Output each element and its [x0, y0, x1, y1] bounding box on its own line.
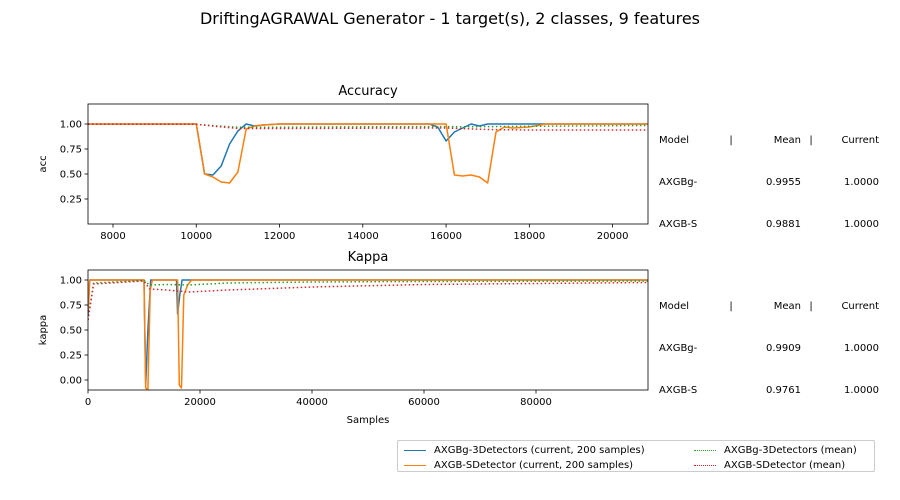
y-tick-label: 0.25	[60, 351, 82, 362]
x-tick-label: 18000	[513, 231, 545, 242]
y-tick-label: 0.25	[60, 195, 82, 206]
x-tick-label: 20000	[597, 231, 629, 242]
series-line-axgbg_mean	[88, 123, 648, 129]
legend: AXGBg-3Detectors (current, 200 samples) …	[397, 440, 875, 472]
y-tick-label: 1.00	[60, 120, 82, 131]
x-tick-label: 12000	[264, 231, 296, 242]
stats-row: AXGBg- 0.9909 1.0000	[659, 342, 879, 356]
header-mean: Mean	[773, 135, 801, 146]
y-axis-label: kappa	[38, 315, 49, 346]
header-sep: |	[729, 301, 733, 312]
stats-row: AXGBg- 0.9955 1.0000	[659, 176, 879, 190]
stats-model: AXGB-S	[659, 219, 698, 230]
header-sep: |	[729, 135, 733, 146]
series-line-axgbs_current	[88, 279, 648, 390]
x-tick-label: 80000	[520, 397, 552, 408]
x-tick-label: 20000	[184, 397, 216, 408]
y-tick-label: 0.75	[60, 145, 82, 156]
stats-model: AXGBg-	[659, 177, 698, 188]
legend-item: AXGBg-3Detectors (mean)	[694, 443, 857, 457]
x-axis-label: Samples	[347, 415, 390, 426]
legend-item: AXGB-SDetector (mean)	[694, 458, 845, 472]
x-tick-label: 14000	[347, 231, 379, 242]
x-tick-label: 10000	[180, 231, 212, 242]
kappa-stats-table: Model | Mean | Current AXGBg- 0.9909 1.0…	[659, 272, 879, 412]
x-tick-label: 8000	[100, 231, 125, 242]
y-axis-label: acc	[38, 155, 49, 172]
legend-label: AXGB-SDetector (current, 200 samples)	[434, 459, 634, 471]
chart-title: Accuracy	[338, 84, 398, 99]
legend-label: AXGBg-3Detectors (current, 200 samples)	[434, 444, 645, 456]
stats-mean: 0.9761	[766, 385, 801, 396]
series-line-axgbg_current	[88, 279, 648, 386]
header-sep: |	[809, 301, 813, 312]
header-sep: |	[809, 135, 813, 146]
series-line-axgbs_current	[88, 123, 648, 184]
stats-row: AXGB-S 0.9881 1.0000	[659, 218, 879, 232]
stats-header-row: Model | Mean | Current	[659, 300, 879, 314]
kappa-chart: Kappa 0 20000 40000 60000 80000 0.00 0.25 0.50 0.…	[38, 250, 649, 426]
stats-current: 1.0000	[844, 177, 879, 188]
y-tick-label: 1.00	[60, 276, 82, 287]
legend-swatch	[694, 464, 716, 466]
plot-frame	[87, 103, 649, 225]
figure-title: DriftingAGRAWAL Generator - 1 target(s),…	[200, 9, 700, 28]
stats-model: AXGBg-	[659, 343, 698, 354]
y-tick-label: 0.75	[60, 301, 82, 312]
stats-model: AXGB-S	[659, 385, 698, 396]
stats-current: 1.0000	[844, 385, 879, 396]
series-line-axgbs_mean	[88, 280, 648, 321]
header-current: Current	[841, 135, 879, 146]
series-line-axgbs_mean	[88, 123, 648, 131]
series-line-axgbg_mean	[88, 279, 648, 321]
legend-swatch	[404, 449, 426, 451]
stats-mean: 0.9909	[766, 343, 801, 354]
header-mean: Mean	[773, 301, 801, 312]
legend-item: AXGBg-3Detectors (current, 200 samples)	[404, 443, 645, 457]
legend-item: AXGB-SDetector (current, 200 samples)	[404, 458, 633, 472]
y-tick-label: 0.50	[60, 170, 82, 181]
x-tick-label: 16000	[430, 231, 462, 242]
y-tick-label: 0.00	[60, 376, 82, 387]
accuracy-stats-table: Model | Mean | Current AXGBg- 0.9955 1.0…	[659, 106, 879, 246]
x-tick-label: 40000	[296, 397, 328, 408]
chart-title: Kappa	[348, 250, 389, 265]
legend-swatch	[694, 449, 716, 451]
header-model: Model	[659, 135, 690, 146]
x-tick-label: 60000	[408, 397, 440, 408]
stats-mean: 0.9955	[766, 177, 801, 188]
stats-current: 1.0000	[844, 219, 879, 230]
stats-row: AXGB-S 0.9761 1.0000	[659, 384, 879, 398]
stats-mean: 0.9881	[766, 219, 801, 230]
legend-label: AXGBg-3Detectors (mean)	[724, 444, 857, 456]
accuracy-chart: Accuracy 8000 10000 12000 14000 16000 18000 200…	[38, 84, 649, 242]
x-tick-label: 0	[85, 397, 91, 408]
y-tick-label: 0.50	[60, 326, 82, 337]
legend-label: AXGB-SDetector (mean)	[724, 459, 846, 471]
header-current: Current	[841, 301, 879, 312]
stats-current: 1.0000	[844, 343, 879, 354]
legend-swatch	[404, 464, 426, 466]
header-model: Model	[659, 301, 690, 312]
plot-frame	[87, 269, 649, 391]
series-line-axgbg_current	[88, 123, 648, 176]
stats-header-row: Model | Mean | Current	[659, 134, 879, 148]
